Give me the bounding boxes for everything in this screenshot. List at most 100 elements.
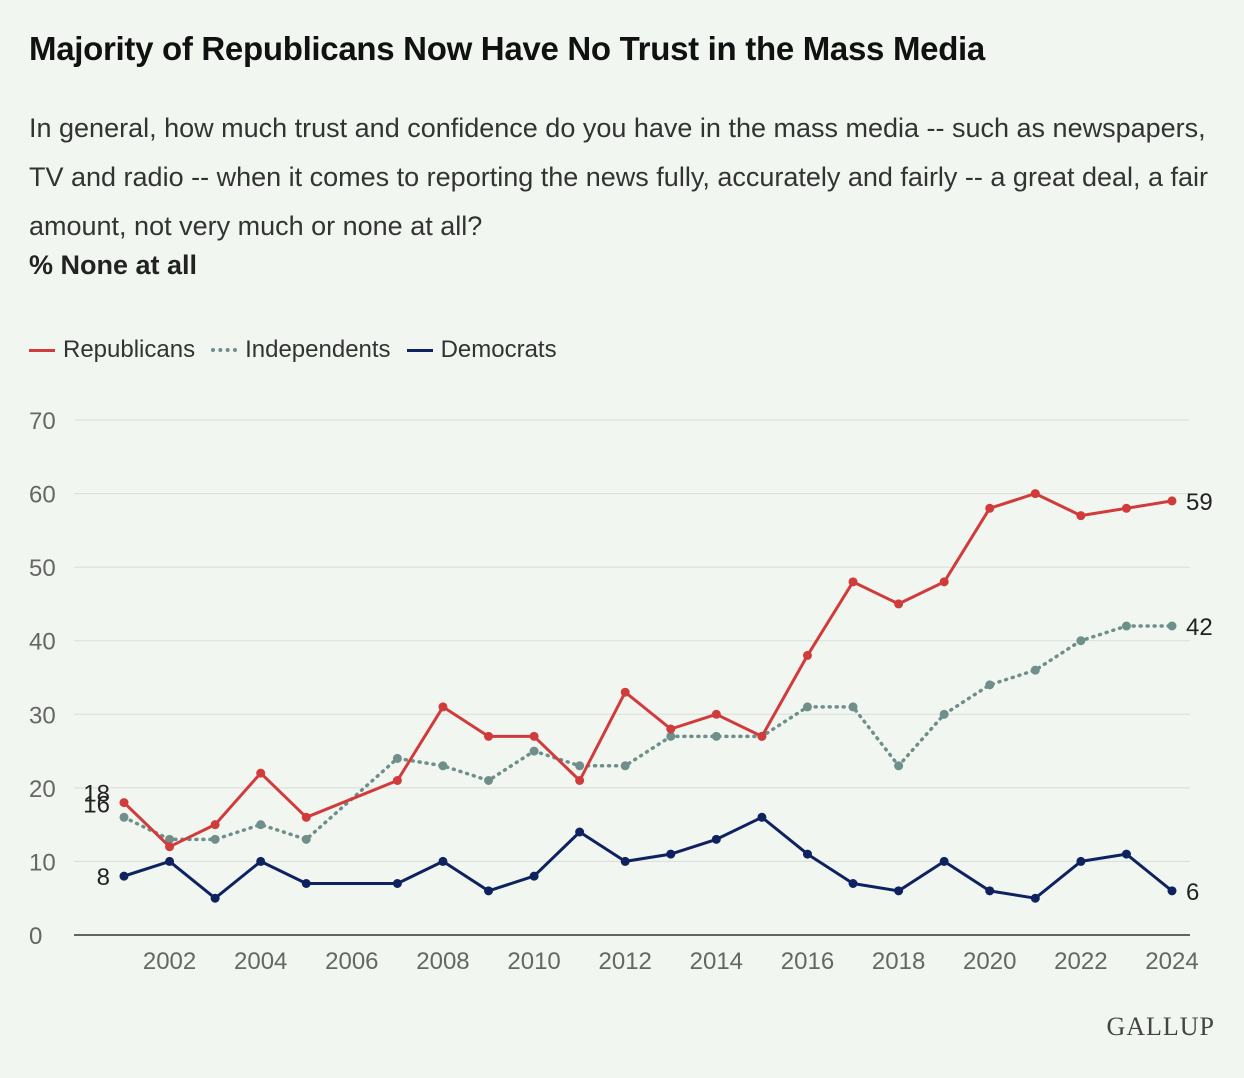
data-point-independents — [1030, 665, 1040, 675]
data-point-republicans — [529, 731, 539, 741]
data-point-independents — [666, 731, 676, 741]
data-point-republicans — [438, 702, 448, 712]
x-tick-label: 2018 — [872, 948, 925, 975]
data-point-democrats — [256, 856, 266, 866]
data-point-democrats — [484, 886, 494, 896]
data-point-independents — [1121, 621, 1131, 631]
data-point-independents — [802, 702, 812, 712]
data-point-independents — [438, 761, 448, 771]
chart-subtitle: In general, how much trust and confidenc… — [29, 113, 1209, 241]
legend-swatch-democrats — [406, 348, 433, 352]
series-line-democrats — [122, 815, 1174, 900]
x-tick-label: 2016 — [781, 948, 834, 975]
data-point-independents — [711, 731, 721, 741]
data-point-independents — [620, 761, 630, 771]
x-tick-label: 2022 — [1054, 948, 1107, 975]
data-point-independents — [529, 746, 539, 756]
data-point-independents — [1076, 636, 1086, 646]
axis-labels: 0 10 20 30 40 50 60 70 2002 2004 2006 2008 2010 2012 2… — [29, 408, 1199, 975]
y-tick-label: 30 — [29, 702, 56, 729]
data-point-republicans — [1121, 503, 1131, 513]
legend-item-republicans: Republicans — [29, 336, 195, 364]
data-point-republicans — [256, 768, 266, 778]
data-point-republicans — [985, 503, 995, 513]
data-point-republicans — [757, 731, 767, 741]
data-point-republicans — [1167, 496, 1177, 506]
data-point-democrats — [119, 871, 129, 881]
data-point-independents — [165, 834, 175, 844]
y-tick-label: 0 — [29, 923, 42, 950]
legend-label-democrats: Democrats — [440, 336, 557, 363]
y-tick-label: 70 — [29, 408, 56, 435]
data-point-republicans — [210, 820, 220, 830]
data-point-democrats — [210, 893, 220, 903]
data-point-republicans — [939, 577, 949, 587]
data-point-independents — [575, 761, 585, 771]
end-label-republicans: 59 — [1186, 489, 1213, 516]
data-point-republicans — [894, 599, 904, 609]
legend-swatch-republicans — [29, 348, 55, 352]
data-point-independents — [484, 776, 494, 785]
series-line-independents — [122, 624, 1174, 842]
data-point-republicans — [301, 812, 311, 822]
y-tick-label: 20 — [29, 776, 56, 803]
data-point-republicans — [666, 724, 676, 734]
data-point-independents — [119, 812, 129, 822]
data-point-democrats — [985, 886, 995, 896]
end-label-independents: 42 — [1186, 614, 1213, 641]
data-point-democrats — [802, 849, 812, 859]
data-point-republicans — [620, 687, 630, 697]
data-point-republicans — [484, 731, 494, 741]
start-label-independents: 16 — [83, 791, 110, 818]
series-lines — [119, 489, 1177, 903]
data-point-republicans — [165, 842, 175, 852]
data-point-democrats — [1167, 886, 1177, 896]
data-point-democrats — [711, 834, 721, 844]
data-point-democrats — [438, 856, 448, 866]
legend-label-republicans: Republicans — [63, 336, 196, 363]
data-point-democrats — [1030, 893, 1040, 903]
x-tick-label: 2020 — [963, 948, 1016, 975]
data-point-democrats — [1121, 849, 1131, 859]
data-point-republicans — [575, 776, 585, 785]
x-tick-label: 2010 — [507, 948, 560, 975]
data-point-democrats — [848, 879, 858, 888]
x-tick-label: 2012 — [599, 948, 652, 975]
data-point-republicans — [1076, 511, 1086, 521]
data-point-independents — [256, 820, 266, 830]
data-point-democrats — [575, 827, 585, 837]
data-point-independents — [392, 753, 402, 763]
data-point-democrats — [939, 856, 949, 866]
data-point-democrats — [666, 849, 676, 859]
chart-title: Majority of Republicans Now Have No Trus… — [29, 30, 985, 67]
data-point-independents — [985, 680, 995, 690]
data-point-republicans — [1030, 489, 1040, 499]
y-tick-label: 10 — [29, 849, 56, 876]
gallup-logo: GALLUP — [1106, 1012, 1215, 1041]
legend-swatch-independents — [211, 348, 238, 352]
legend-item-independents: Independents — [211, 336, 391, 364]
legend-label-independents: Independents — [245, 336, 391, 363]
data-point-republicans — [802, 650, 812, 660]
value-labels: 18 59 16 42 8 6 — [83, 489, 1212, 906]
data-point-democrats — [620, 856, 630, 866]
data-point-democrats — [392, 879, 402, 888]
y-tick-label: 60 — [29, 482, 56, 509]
y-tick-label: 40 — [29, 629, 56, 656]
x-tick-label: 2004 — [234, 948, 287, 975]
x-tick-label: 2014 — [690, 948, 743, 975]
legend: Republicans Independents Democrats — [29, 336, 573, 364]
start-label-democrats: 8 — [97, 864, 110, 891]
data-point-republicans — [119, 798, 129, 808]
end-label-democrats: 6 — [1186, 879, 1199, 906]
start-label-republicans: 18 — [83, 781, 110, 808]
data-point-democrats — [165, 856, 175, 866]
data-point-independents — [939, 709, 949, 719]
measure-label: % None at all — [29, 250, 198, 280]
legend-item-democrats: Democrats — [406, 336, 557, 364]
data-point-independents — [894, 761, 904, 771]
x-tick-label: 2008 — [416, 948, 469, 975]
data-point-independents — [301, 834, 311, 844]
data-point-democrats — [894, 886, 904, 896]
